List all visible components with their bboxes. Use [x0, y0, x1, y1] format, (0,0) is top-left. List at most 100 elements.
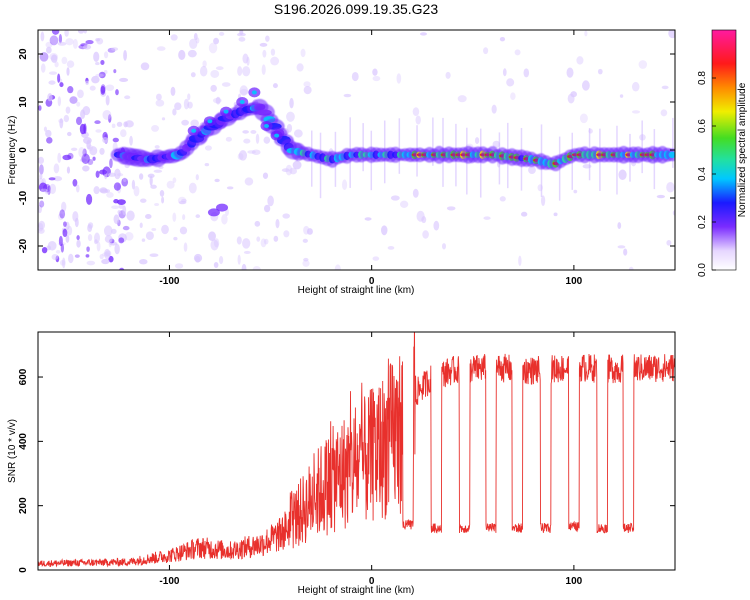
spectrogram-speckle [66, 60, 75, 68]
spectrogram-speckle [208, 231, 216, 242]
spectrogram-speckle [238, 150, 248, 161]
spectrogram-speckle [619, 94, 624, 98]
spectrogram-speckle [139, 173, 144, 180]
spectrogram-speckle [147, 173, 155, 179]
spectrogram-speckle [155, 93, 162, 101]
spectrogram-speckle [95, 38, 100, 42]
spectrogram-speckle [82, 106, 91, 116]
spectrogram-speckle [104, 235, 113, 243]
spectrogram-echo-core [239, 100, 245, 104]
x-tick-label: 100 [566, 576, 583, 587]
spectrogram-speckle [302, 238, 308, 243]
x-tick-label: 0 [369, 576, 375, 587]
spectrogram-speckle [93, 51, 100, 63]
spectrogram-speckle [213, 238, 220, 248]
spectrogram-xlabel: Height of straight line (km) [298, 285, 415, 296]
spectrogram-speckle [202, 60, 207, 68]
spectrogram-speckle [213, 262, 219, 269]
spectrogram-speckle [51, 30, 60, 35]
spectrogram-speckle [99, 147, 105, 155]
spectrogram-speckle [204, 163, 210, 167]
spectrogram-speckle [151, 227, 157, 232]
spectrogram-speckle [581, 80, 590, 91]
spectrogram-speckle [499, 196, 506, 202]
spectrogram-speckle [92, 156, 96, 161]
spectrogram-speckle [237, 254, 241, 265]
spectrogram-speckle [103, 248, 111, 260]
spectrogram-speckle [302, 259, 310, 267]
spectrogram-speckle [78, 146, 85, 158]
spectrogram-speckle [445, 71, 451, 79]
colorbar-label: Normalized spectral amplitude [737, 82, 748, 217]
spectrogram-speckle [63, 221, 67, 227]
spectrogram-speckle [103, 225, 113, 237]
spectrogram-speckle [94, 232, 100, 244]
spectrogram-streak [672, 117, 674, 168]
spectrogram-speckle [262, 172, 269, 179]
spectrogram-speckle [99, 254, 104, 260]
spectrogram-speckle [129, 135, 133, 146]
spectrogram-speckle [107, 172, 116, 177]
spectrogram-speckle [189, 38, 198, 49]
spectrogram-speckle [149, 175, 153, 186]
spectrogram-speckle [241, 263, 247, 270]
spectrogram-speckle [86, 139, 91, 150]
spectrogram-speckle [263, 136, 271, 144]
spectrogram-speckle [483, 216, 491, 220]
spectrogram-speckle [242, 238, 251, 249]
spectrogram-speckle [54, 61, 59, 68]
spectrogram-speckle [523, 68, 530, 78]
spectrogram-speckle [334, 264, 341, 270]
spectrogram-echo-core [274, 133, 280, 138]
spectrogram-speckle [541, 195, 546, 207]
spectrogram-speckle [183, 98, 190, 110]
spectrogram-speckle [95, 129, 102, 133]
spectrogram-speckle [102, 109, 112, 120]
spectrogram-speckle [63, 114, 70, 123]
snr-series-line [38, 332, 675, 568]
spectrogram-streak [362, 123, 364, 172]
spectrogram-speckle [133, 185, 140, 197]
spectrogram-speckle [351, 71, 359, 82]
spectrogram-speckle [499, 36, 506, 42]
spectrogram-speckle [510, 92, 516, 101]
spectrogram-speckle [226, 186, 234, 190]
spectrogram-speckle [89, 146, 98, 156]
spectrogram-speckle [66, 166, 71, 174]
spectrogram-speckle [86, 193, 93, 205]
spectrogram-speckle [62, 228, 68, 238]
spectrogram-speckle [39, 200, 45, 208]
spectrogram-speckle [584, 30, 588, 37]
spectrogram-speckle [364, 217, 372, 221]
spectrogram-speckle [283, 230, 290, 238]
spectrogram-speckle [122, 205, 127, 216]
spectrogram-speckle [270, 48, 276, 56]
spectrogram-speckle [83, 30, 88, 34]
spectrogram-speckle [93, 186, 100, 195]
spectrogram-speckle [656, 194, 665, 199]
spectrogram-speckle [281, 168, 290, 173]
spectrogram-speckle [661, 85, 669, 90]
spectrogram-speckle [72, 211, 79, 222]
spectrogram-speckle [243, 250, 251, 254]
spectrogram-speckle [242, 66, 251, 77]
spectrogram-speckle [119, 267, 125, 270]
spectrogram-speckle [59, 118, 64, 129]
y-tick-label: 10 [18, 96, 29, 108]
spectrogram-speckle [77, 89, 84, 99]
spectrogram-speckle [213, 37, 219, 45]
spectrogram-speckle [270, 56, 280, 66]
spectrogram-streak [641, 120, 643, 174]
spectrogram-speckle [140, 62, 150, 71]
spectrogram-speckle [275, 218, 280, 229]
y-tick-label: 20 [18, 48, 29, 60]
spectrogram-speckle [58, 34, 63, 44]
spectrogram-speckle [154, 202, 160, 207]
spectrogram-speckle [55, 249, 61, 254]
spectrogram-speckle [118, 237, 125, 244]
spectrogram-speckle [39, 173, 43, 180]
snr-xlabel: Height of straight line (km) [298, 585, 415, 596]
spectrogram-speckle [58, 235, 63, 247]
spectrogram-speckle [237, 66, 243, 76]
spectrogram-speckle [221, 82, 231, 87]
